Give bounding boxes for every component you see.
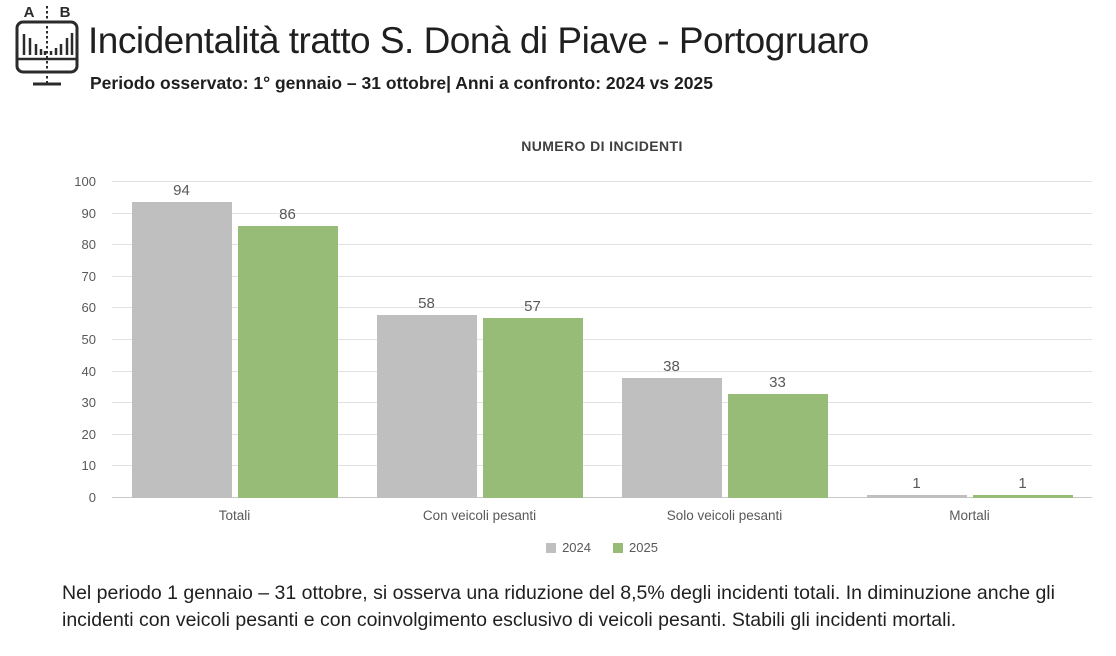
summary-note: Nel periodo 1 gennaio – 31 ottobre, si o… xyxy=(62,582,1055,631)
gridline-80 xyxy=(112,244,1092,246)
legend-swatch-2025 xyxy=(613,542,623,553)
bar-column: 1 xyxy=(866,182,967,498)
bar-value-label: 38 xyxy=(663,357,680,375)
bar-2025-totali xyxy=(237,226,338,498)
bar-value-label: 57 xyxy=(524,297,541,315)
bar-2024-solo-veicoli-pesanti xyxy=(621,377,722,498)
gridline-100 xyxy=(112,181,1092,182)
y-tick-50: 50 xyxy=(81,332,96,347)
icon-label-b: B xyxy=(60,4,71,21)
bar-column: 57 xyxy=(482,182,583,498)
page-title: Incidentalità tratto S. Donà di Piave - … xyxy=(88,20,869,61)
gridline-50 xyxy=(112,339,1092,340)
bar-column: 1 xyxy=(972,182,1073,498)
bar-column: 38 xyxy=(621,182,722,498)
legend-swatch-2024 xyxy=(546,542,557,553)
gridline-60 xyxy=(112,307,1092,309)
y-tick-60: 60 xyxy=(81,300,96,316)
legend-item-2025: 2025 xyxy=(613,540,658,555)
bar-value-label: 1 xyxy=(1018,474,1027,492)
gridline-90 xyxy=(112,212,1092,214)
bar-column: 86 xyxy=(237,182,338,498)
bar-value-label: 86 xyxy=(279,206,296,224)
gridline-20 xyxy=(112,433,1092,435)
gridline-10 xyxy=(112,465,1092,467)
chart-legend: 2024 2025 xyxy=(112,540,1092,555)
y-tick-0: 0 xyxy=(88,490,96,505)
bar-2025-con-veicoli-pesanti xyxy=(482,317,583,498)
gridline-40 xyxy=(112,370,1092,372)
bar-column: 58 xyxy=(376,182,477,498)
bar-2024-totali xyxy=(131,202,232,498)
gridline-30 xyxy=(112,402,1092,404)
bar-2025-mortali xyxy=(972,494,1073,498)
y-tick-20: 20 xyxy=(81,426,96,442)
legend-label-2024: 2024 xyxy=(562,540,591,555)
gridline-0 xyxy=(112,497,1092,498)
y-tick-90: 90 xyxy=(81,205,96,221)
y-tick-10: 10 xyxy=(81,458,96,474)
bar-group-solo-veicoli-pesanti: 38 33 xyxy=(602,182,847,498)
x-label-con-veicoli-pesanti: Con veicoli pesanti xyxy=(422,508,537,523)
bar-2024-con-veicoli-pesanti xyxy=(376,314,477,498)
bar-value-label: 94 xyxy=(173,182,190,199)
bar-column: 33 xyxy=(727,182,828,498)
legend-item-2024: 2024 xyxy=(546,540,591,555)
bar-value-label: 58 xyxy=(418,294,435,312)
bar-chart-plot-area: 94 86 58 57 38 33 1 1 xyxy=(112,181,1092,498)
bar-2025-solo-veicoli-pesanti xyxy=(727,393,828,498)
ab-histogram-icon: A B xyxy=(15,4,79,86)
y-tick-80: 80 xyxy=(81,237,96,253)
y-tick-40: 40 xyxy=(81,363,96,379)
y-axis-labels: 0 10 20 30 40 50 60 70 80 90 100 xyxy=(56,174,104,505)
bar-group-totali: 94 86 xyxy=(112,182,357,498)
page-subtitle: Periodo osservato: 1° gennaio – 31 ottob… xyxy=(90,73,713,93)
y-tick-70: 70 xyxy=(81,268,96,284)
y-tick-30: 30 xyxy=(81,395,96,411)
gridline-70 xyxy=(112,275,1092,277)
legend-label-2025: 2025 xyxy=(629,540,658,555)
bar-column: 94 xyxy=(131,182,232,498)
chart-title: NUMERO DI INCIDENTI xyxy=(521,138,683,154)
x-label-mortali: Mortali xyxy=(949,508,990,523)
bar-2024-mortali xyxy=(866,494,967,498)
icon-label-a: A xyxy=(24,4,35,21)
bar-group-con-veicoli-pesanti: 58 57 xyxy=(357,182,602,498)
y-tick-100: 100 xyxy=(74,174,96,189)
bar-value-label: 1 xyxy=(912,474,921,492)
bar-value-label: 33 xyxy=(769,373,786,391)
x-label-solo-veicoli-pesanti: Solo veicoli pesanti xyxy=(666,508,783,523)
x-axis-labels: Totali Con veicoli pesanti Solo veicoli pe… xyxy=(112,508,1092,523)
x-label-totali: Totali xyxy=(218,508,251,523)
